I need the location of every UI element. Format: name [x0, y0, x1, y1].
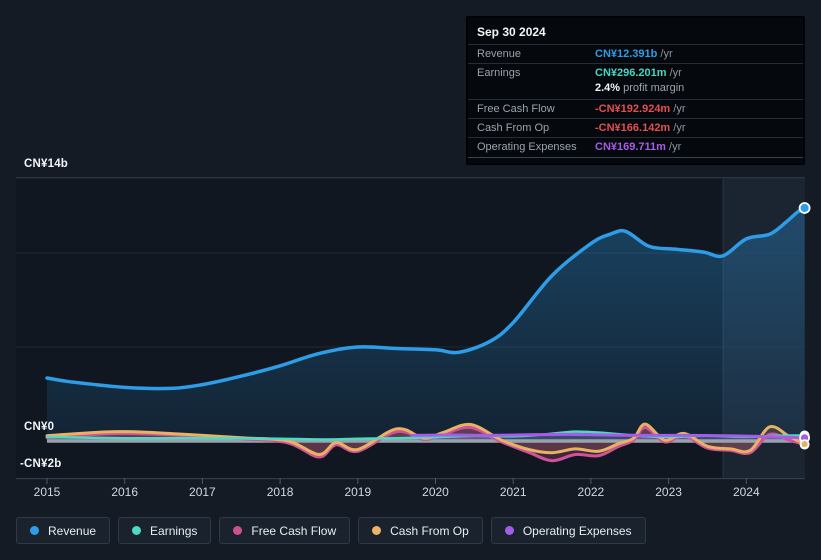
tooltip-row-free-cash-flow: Free Cash Flow -CN¥192.924m /yr	[468, 99, 803, 118]
revenue-line	[45, 206, 807, 391]
legend-label: Free Cash Flow	[251, 523, 337, 538]
legend-item-earnings[interactable]: Earnings	[118, 517, 212, 544]
free-cash-flow-legend-dot	[233, 526, 243, 535]
revenue-end-dot	[798, 202, 811, 214]
legend-label: Earnings	[150, 523, 198, 538]
tooltip-row-value: CN¥12.391b /yr	[595, 48, 673, 60]
tooltip-row-value: -CN¥192.924m /yr	[595, 103, 686, 115]
y-axis-label-negative: -CN¥2b	[20, 458, 62, 470]
x-tick-label-2018: 2018	[266, 485, 294, 499]
revenue-area	[47, 208, 805, 441]
tooltip-row-cash-from-op: Cash From Op -CN¥166.142m /yr	[468, 118, 803, 137]
end-dots	[798, 202, 811, 450]
free-cash-flow-line	[45, 425, 807, 463]
tooltip-row-label: Earnings	[477, 67, 521, 79]
cash-from-op-legend-dot	[372, 526, 382, 535]
tooltip-row-earnings: Earnings CN¥296.201m /yr 2.4% profit margi…	[468, 63, 803, 99]
cash-from-op-end-dot	[799, 439, 810, 450]
earnings-legend-dot	[132, 526, 142, 535]
x-tick-label-2024: 2024	[732, 485, 760, 499]
x-tick-label-2020: 2020	[422, 485, 449, 499]
y-axis-label-zero: CN¥0	[24, 421, 55, 433]
x-axis-ticks	[46, 478, 747, 484]
legend-label: Operating Expenses	[522, 523, 632, 538]
chart-legend: Revenue Earnings Free Cash Flow Cash From O…	[16, 517, 646, 544]
x-tick-label-2019: 2019	[344, 485, 372, 499]
tooltip-row-label: Free Cash Flow	[477, 103, 555, 115]
tooltip-row-revenue: Revenue CN¥12.391b /yr	[468, 44, 803, 63]
chart-tooltip: Sep 30 2024 Revenue CN¥12.391b /yr Earning…	[466, 16, 805, 165]
tooltip-row-value: -CN¥166.142m /yr	[595, 122, 686, 134]
legend-item-free-cash-flow[interactable]: Free Cash Flow	[219, 517, 351, 544]
legend-item-operating-expenses[interactable]: Operating Expenses	[490, 517, 646, 544]
x-tick-label-2021: 2021	[499, 485, 527, 499]
x-tick-label-2023: 2023	[655, 485, 682, 499]
legend-item-revenue[interactable]: Revenue	[16, 517, 111, 544]
x-tick-label-2015: 2015	[33, 485, 61, 499]
x-tick-label-2022: 2022	[577, 485, 605, 499]
tooltip-row-label: Revenue	[477, 48, 522, 60]
legend-item-cash-from-op[interactable]: Cash From Op	[358, 517, 483, 544]
x-tick-label-2016: 2016	[111, 485, 139, 499]
tooltip-date: Sep 30 2024	[477, 25, 546, 39]
tooltip-profit-margin: 2.4% profit margin	[595, 82, 685, 94]
tooltip-row-label: Cash From Op	[477, 122, 550, 134]
x-tick-label-2017: 2017	[189, 485, 216, 499]
tooltip-row-value: CN¥296.201m /yr	[595, 67, 682, 79]
legend-label: Cash From Op	[390, 523, 469, 538]
legend-label: Revenue	[48, 523, 97, 538]
tooltip-row-label: Operating Expenses	[477, 141, 577, 153]
tooltip-bottom-divider	[468, 157, 803, 163]
revenue-legend-dot	[30, 526, 39, 535]
tooltip-row-operating-expenses: Operating Expenses CN¥169.711m /yr	[468, 137, 803, 156]
operating-expenses-legend-dot	[504, 526, 514, 535]
operating-expenses-line	[410, 432, 807, 440]
y-axis-label-top: CN¥14b	[24, 158, 69, 170]
tooltip-row-value: CN¥169.711m /yr	[595, 141, 682, 153]
cash-from-op-line	[45, 422, 807, 456]
